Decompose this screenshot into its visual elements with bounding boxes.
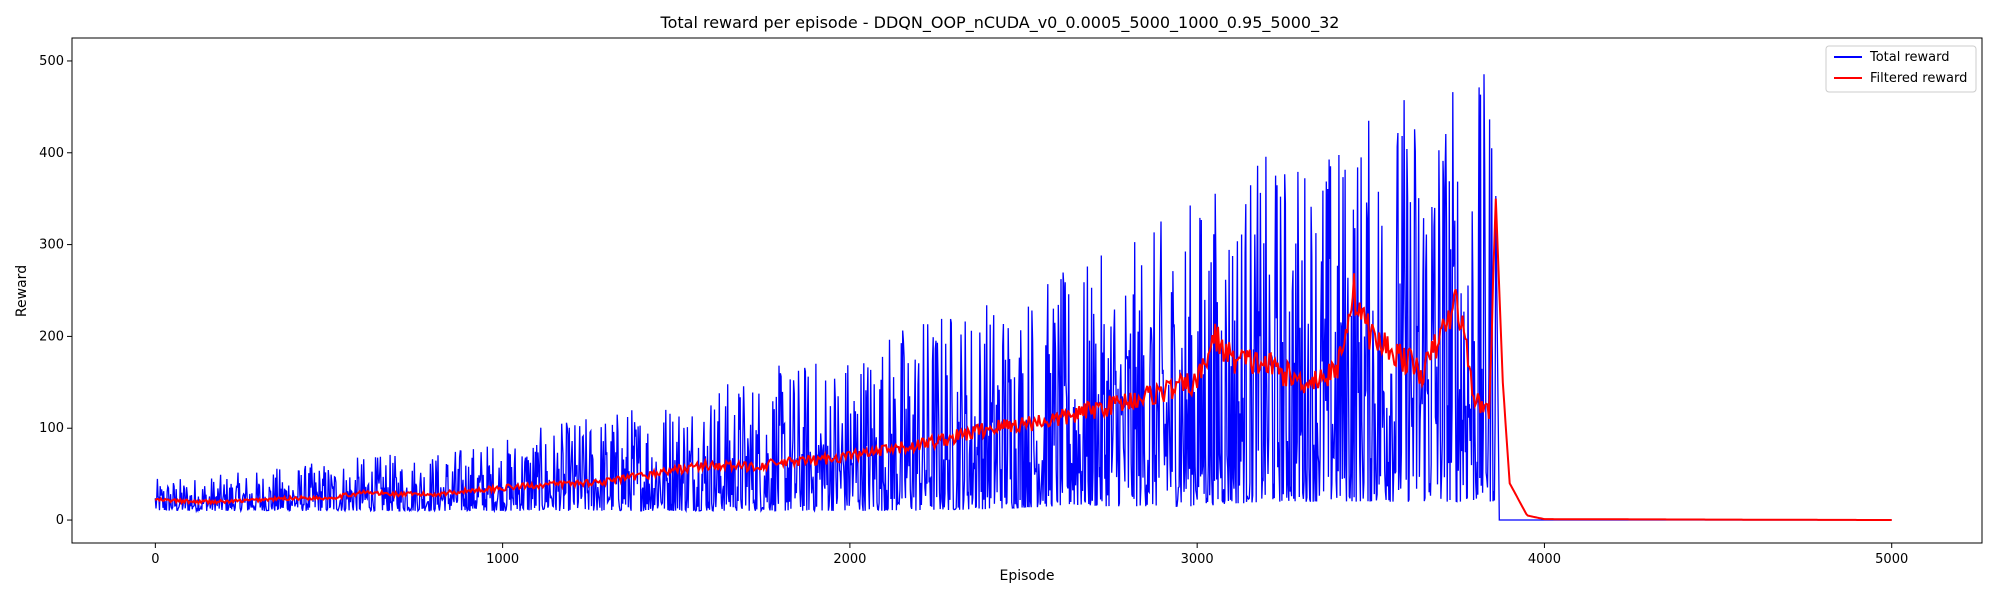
- series-filtered-reward-line: [154, 198, 1892, 521]
- x-tick-label: 2000: [833, 552, 866, 567]
- legend-label-filtered-reward: Filtered reward: [1870, 71, 1967, 86]
- y-tick-label: 400: [39, 146, 64, 161]
- x-tick-label: 0: [151, 552, 159, 567]
- series-layer: [154, 74, 1892, 521]
- x-tick-label: 1000: [486, 552, 519, 567]
- y-tick-label: 300: [39, 238, 64, 253]
- y-tick-label: 100: [39, 421, 64, 436]
- y-tick-label: 500: [39, 54, 64, 69]
- x-axis-label: Episode: [1000, 568, 1055, 584]
- series-total-reward-line: [154, 74, 1892, 521]
- plot-frame: [71, 37, 1983, 544]
- x-tick-label: 4000: [1528, 552, 1561, 567]
- x-tick-label: 3000: [1181, 552, 1214, 567]
- x-tick-label: 5000: [1875, 552, 1908, 567]
- legend-box: [1825, 45, 1977, 93]
- legend: Total reward Filtered reward: [1825, 45, 1977, 93]
- y-tick-label: 0: [56, 513, 64, 528]
- chart-title: Total reward per episode - DDQN_OOP_nCUD…: [660, 13, 1340, 33]
- y-tick-label: 200: [39, 329, 64, 344]
- x-axis-ticks: 0 1000 2000 3000 4000 5000: [151, 543, 1908, 567]
- y-axis-ticks: 0 100 200 300 400 500: [39, 54, 72, 528]
- y-axis-label: Reward: [14, 265, 30, 317]
- legend-label-total-reward: Total reward: [1869, 50, 1950, 65]
